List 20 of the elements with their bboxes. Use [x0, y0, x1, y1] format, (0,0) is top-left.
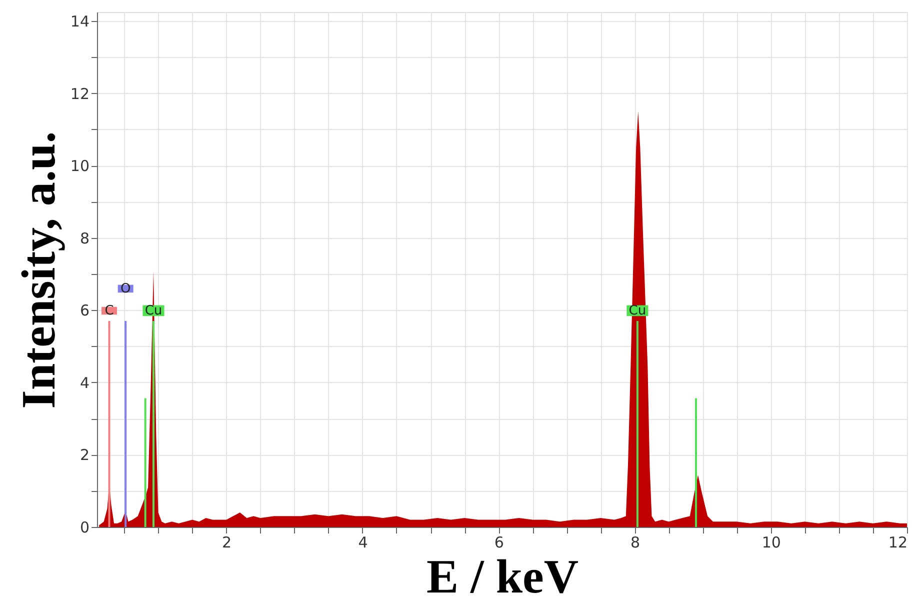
x-tick-label: 10 — [762, 534, 781, 552]
x-tick-label: 12 — [888, 534, 908, 552]
y-tick-label: 0 — [80, 518, 90, 536]
ref-line-label: C — [104, 304, 114, 319]
y-tick-label: 12 — [70, 84, 90, 103]
y-tick-label: 8 — [80, 229, 90, 248]
ref-line-label: Cu — [144, 304, 162, 319]
y-tick-label: 6 — [80, 302, 90, 320]
x-tick-label: 2 — [222, 534, 232, 552]
ref-line-label: Cu — [628, 304, 646, 319]
y-tick-label: 4 — [80, 374, 90, 392]
y-tick-label: 14 — [70, 12, 90, 31]
x-tick-label: 8 — [630, 534, 640, 552]
x-axis-title: E / keV — [426, 550, 579, 598]
y-axis-title: Intensity, a.u. — [12, 131, 66, 409]
x-tick-label: 4 — [358, 534, 368, 552]
x-tick-label: 6 — [494, 534, 504, 552]
ref-line-label: O — [120, 282, 131, 297]
y-tick-label: 2 — [80, 446, 90, 464]
y-tick-label: 10 — [70, 157, 90, 176]
